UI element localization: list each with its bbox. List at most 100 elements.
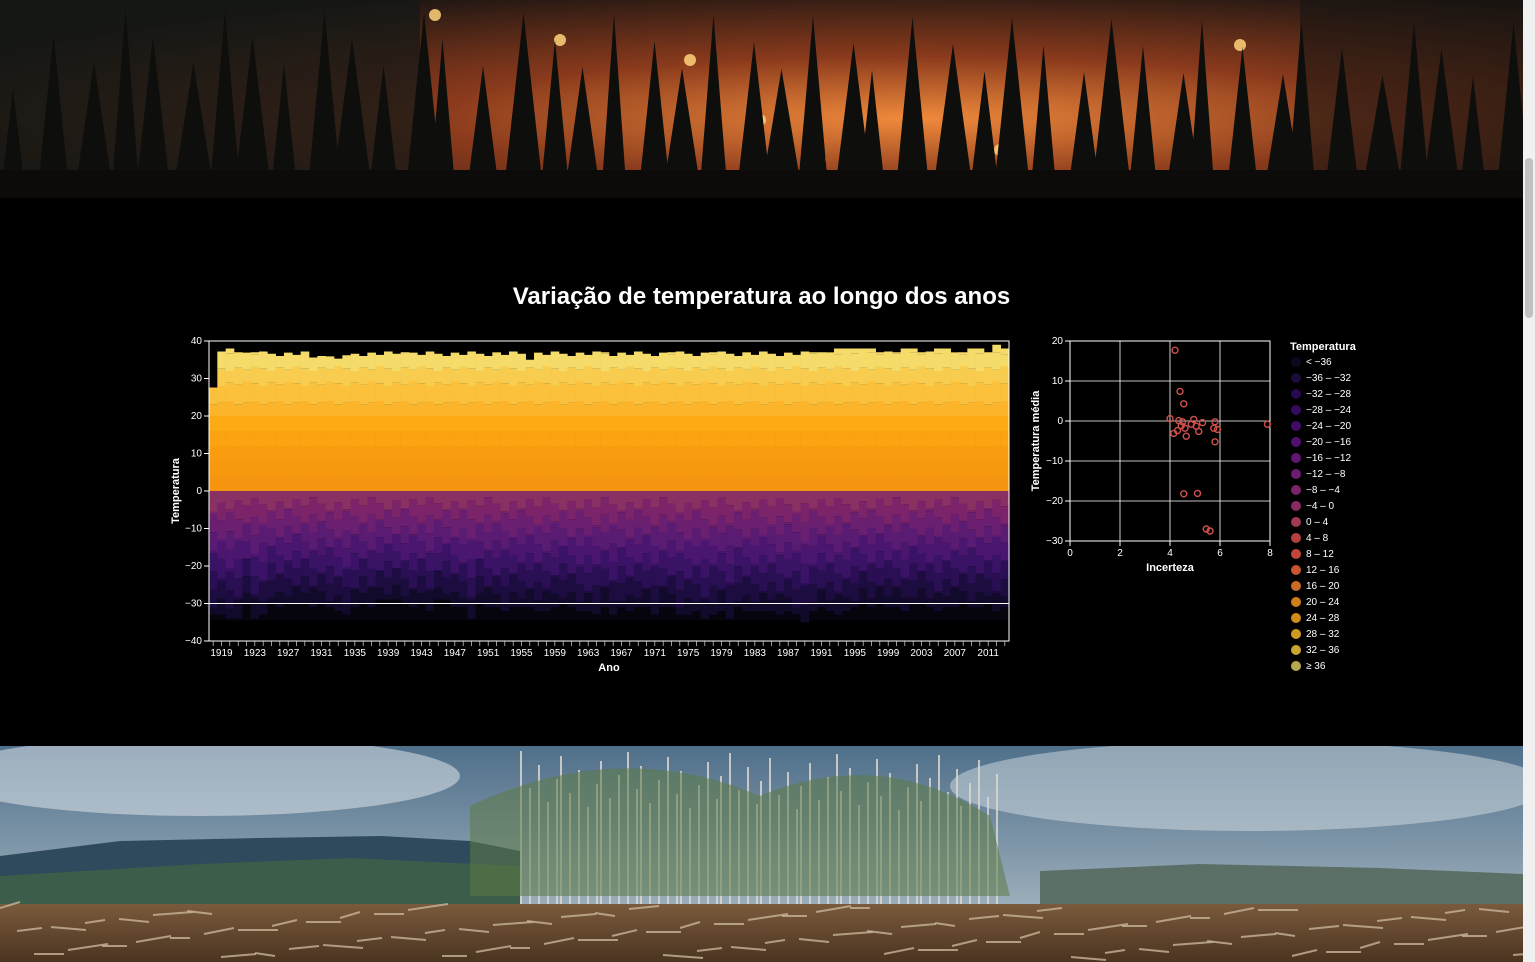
- bar-segment: [475, 491, 485, 506]
- bar-segment: [875, 603, 885, 621]
- bar-segment: [817, 356, 826, 368]
- bar-segment: [867, 461, 876, 476]
- bar-segment: [259, 580, 268, 583]
- scatter-point[interactable]: [1210, 424, 1218, 432]
- bar-segment: [842, 461, 851, 476]
- scatter-point[interactable]: [1190, 415, 1198, 424]
- debris-branch: [152, 911, 194, 916]
- scatter-point[interactable]: [1176, 387, 1184, 396]
- bar-segment: [700, 416, 710, 431]
- bar-segment: [967, 491, 976, 511]
- bar-segment: [442, 491, 451, 510]
- bar-segment: [650, 401, 660, 416]
- bar-segment: [659, 532, 668, 550]
- scatter-point[interactable]: [1198, 418, 1207, 427]
- bar-segment: [800, 563, 810, 583]
- bar-segment: [559, 461, 568, 476]
- scatter-point[interactable]: [1180, 400, 1188, 408]
- bar-segment: [950, 514, 960, 532]
- bar-segment: [600, 568, 610, 586]
- bar-segment: [434, 491, 443, 504]
- bar-segment: [1000, 579, 1010, 597]
- bar-segment: [667, 523, 676, 541]
- bar-segment: [534, 562, 543, 565]
- bar-segment: [884, 446, 893, 461]
- bar-segment: [975, 431, 985, 446]
- bar-segment: [359, 559, 368, 577]
- bar-segment: [584, 517, 593, 536]
- bar-segment: [475, 401, 485, 416]
- bar-segment: [342, 511, 351, 530]
- bar-segment: [900, 367, 910, 385]
- bar-segment: [242, 381, 251, 403]
- scatter-point[interactable]: [1166, 414, 1174, 423]
- bar-segment: [484, 431, 493, 446]
- legend-item-label: ≥ 36: [1306, 661, 1326, 672]
- scatter-point[interactable]: [1182, 432, 1190, 440]
- bar-segment: [909, 352, 918, 370]
- bar-segment: [917, 535, 926, 537]
- scatter-point[interactable]: [1206, 527, 1214, 535]
- scatter-point[interactable]: [1202, 525, 1210, 533]
- bar-segment: [842, 611, 851, 621]
- page-scrollbar[interactable]: [1523, 0, 1535, 962]
- debris-branch: [1512, 953, 1523, 956]
- bar-segment: [959, 503, 968, 521]
- bar-segment: [725, 461, 735, 476]
- scatter-point[interactable]: [1171, 346, 1179, 354]
- bar-segment: [450, 446, 460, 461]
- bar-segment: [767, 416, 776, 431]
- debris-branch: [1308, 925, 1340, 930]
- scatter-point[interactable]: [1178, 418, 1187, 426]
- debris-branch: [1138, 948, 1170, 953]
- legend-swatch: [1291, 389, 1301, 399]
- scatter-point[interactable]: [1211, 438, 1219, 446]
- debris-branch: [883, 947, 915, 955]
- bar-segment: [942, 491, 951, 507]
- bar-segment: [542, 553, 551, 571]
- bar-segment: [367, 549, 376, 552]
- bar-segment: [367, 568, 376, 586]
- bar-segment: [542, 402, 551, 416]
- bar-segment: [750, 416, 760, 431]
- bar-segment: [359, 522, 368, 524]
- bar-segment: [975, 607, 985, 621]
- bar-segment: [559, 597, 568, 604]
- scatter-point[interactable]: [1181, 424, 1189, 432]
- bar-segment: [567, 367, 576, 385]
- y-tick-label: −20: [1046, 496, 1063, 507]
- scatter-point[interactable]: [1195, 427, 1203, 436]
- bar-segment: [675, 532, 685, 551]
- bar-segment: [925, 562, 935, 564]
- legend-item-label: −28 – −24: [1306, 405, 1351, 416]
- bar-segment: [384, 561, 393, 578]
- bar-segment: [609, 476, 618, 491]
- scatter-point[interactable]: [1263, 420, 1272, 428]
- scatter-point[interactable]: [1180, 490, 1188, 498]
- scatter-point[interactable]: [1213, 425, 1222, 434]
- scatter-point[interactable]: [1193, 489, 1202, 498]
- bar-segment: [842, 542, 851, 560]
- scatter-point[interactable]: [1211, 418, 1219, 426]
- bar-segment: [809, 476, 818, 491]
- bar-segment: [875, 516, 885, 533]
- bar-segment: [409, 476, 418, 491]
- bar-segment: [267, 382, 276, 403]
- bar-segment: [217, 580, 226, 599]
- bar-segment: [517, 461, 526, 476]
- bar-segment: [450, 573, 460, 575]
- bar-segment: [242, 559, 251, 577]
- scatter-point[interactable]: [1170, 429, 1178, 438]
- bar-segment: [317, 384, 326, 403]
- bar-segment: [459, 508, 468, 511]
- page-title: Variação de temperatura ao longo dos ano…: [512, 283, 1011, 310]
- scrollbar-thumb[interactable]: [1525, 158, 1533, 318]
- bar-segment: [284, 404, 293, 416]
- bar-segment: [859, 491, 868, 502]
- bar-segment: [942, 561, 951, 580]
- bar-segment: [209, 607, 218, 615]
- bar-segment: [509, 368, 518, 386]
- bar-segment: [550, 351, 560, 369]
- bar-segment: [225, 382, 235, 401]
- bar-segment: [1000, 596, 1010, 608]
